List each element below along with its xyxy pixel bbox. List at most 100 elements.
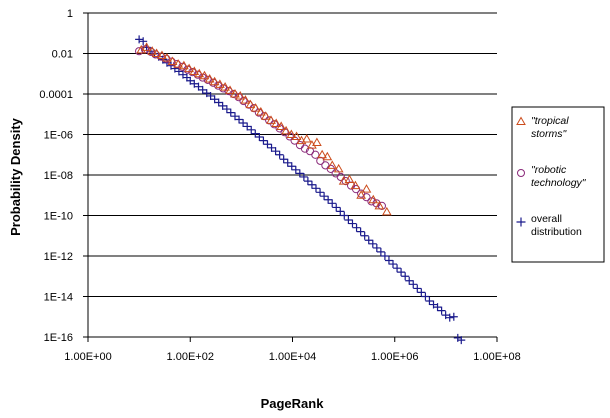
- data-point-triangle: [344, 174, 355, 183]
- data-point-plus: [247, 125, 256, 134]
- legend-marker-plus: [516, 217, 526, 227]
- data-point-triangle: [301, 133, 312, 143]
- data-point-triangle: [235, 90, 246, 100]
- data-point-triangle: [184, 63, 194, 73]
- y-tick-label: 0.01: [52, 49, 73, 61]
- y-tick-label: 1E-10: [44, 211, 73, 223]
- data-point-triangle: [291, 131, 302, 140]
- data-point-triangle: [260, 111, 271, 120]
- data-point-triangle: [281, 125, 291, 135]
- data-point-triangle: [204, 73, 215, 83]
- x-tick-labels: 1.00E+00 1.00E+02 1.00E+04 1.00E+06 1.00E+08: [64, 351, 520, 363]
- x-tick-label: 1.00E+04: [269, 351, 316, 363]
- data-point-triangle: [374, 200, 385, 210]
- x-tick-label: 1.00E+02: [167, 351, 214, 363]
- legend-label-line2: storms": [531, 128, 568, 140]
- data-point-plus: [393, 264, 402, 273]
- data-point-plus: [307, 180, 316, 189]
- data-point-triangle: [173, 59, 184, 68]
- data-point-circle: [311, 150, 320, 159]
- data-point-plus: [271, 147, 280, 156]
- series-triangle: [136, 42, 392, 216]
- data-point-plus: [299, 172, 308, 181]
- data-point-triangle: [157, 50, 167, 59]
- legend-label-line1: "robotic: [531, 164, 567, 176]
- legend-label-line2: distribution: [531, 226, 582, 238]
- data-point-plus: [263, 140, 272, 149]
- legend: "tropical storms" "robotic technology" o…: [511, 106, 605, 263]
- data-point-plus: [449, 312, 458, 321]
- data-point-triangle: [322, 151, 333, 161]
- data-point-triangle: [266, 115, 276, 124]
- data-point-plus: [368, 239, 377, 248]
- data-point-plus: [267, 143, 276, 152]
- data-point-triangle: [220, 82, 230, 91]
- data-point-plus: [206, 91, 215, 100]
- series-plus: [135, 35, 466, 345]
- data-point-triangle: [356, 190, 366, 199]
- data-point-plus: [320, 192, 329, 201]
- data-point-plus: [441, 311, 450, 320]
- data-point-plus: [194, 82, 203, 91]
- data-point-plus: [340, 211, 349, 220]
- data-point-plus: [311, 184, 320, 193]
- data-point-triangle: [240, 95, 251, 104]
- data-point-plus: [295, 169, 304, 178]
- data-point-circle: [188, 68, 197, 77]
- legend-label-line2: technology": [531, 177, 587, 189]
- data-point-plus: [324, 195, 333, 204]
- legend-marker-triangle: [516, 116, 526, 125]
- legend-item-tropical-storms: "tropical storms": [516, 115, 569, 140]
- data-point-triangle: [250, 103, 261, 112]
- legend-item-overall-distribution: overall distribution: [516, 213, 582, 238]
- data-point-circle: [341, 176, 350, 186]
- y-axis-title: Probability Density: [8, 117, 23, 236]
- x-tick-label: 1.00E+00: [64, 351, 111, 363]
- data-point-triangle: [333, 163, 344, 173]
- data-point-plus: [417, 288, 426, 297]
- data-point-plus: [190, 79, 199, 88]
- data-point-plus: [348, 219, 357, 228]
- x-tick-label: 1.00E+06: [371, 351, 418, 363]
- y-tick-labels: 1 0.01 0.0001 1E-06 1E-08 1E-10 1E-12 1E-14 1E-1…: [39, 8, 73, 344]
- data-points: [135, 35, 466, 345]
- data-point-triangle: [194, 68, 205, 78]
- data-point-plus: [243, 122, 252, 131]
- data-point-plus: [433, 303, 442, 312]
- legend-item-robotic-technology: "robotic technology": [517, 164, 587, 189]
- legend-label-line1: "tropical: [531, 115, 569, 127]
- data-point-plus: [397, 268, 406, 277]
- gridlines: [88, 12, 497, 338]
- data-point-plus: [279, 155, 288, 164]
- data-point-plus: [364, 236, 373, 245]
- data-point-triangle: [327, 160, 338, 169]
- data-point-plus: [239, 118, 248, 127]
- data-point-triangle: [189, 66, 200, 75]
- legend-marker-circle: [517, 169, 525, 177]
- data-point-triangle: [215, 79, 225, 88]
- data-point-circle: [321, 161, 330, 170]
- data-point-plus: [303, 177, 312, 186]
- data-point-plus: [226, 108, 235, 117]
- data-point-plus: [222, 105, 231, 114]
- data-point-triangle: [151, 48, 162, 57]
- data-point-plus: [401, 272, 410, 281]
- data-point-plus: [283, 158, 292, 167]
- data-point-plus: [425, 296, 434, 305]
- data-point-plus: [356, 227, 365, 236]
- data-point-circle: [213, 81, 223, 90]
- legend-box: [511, 106, 605, 263]
- data-point-triangle: [361, 184, 372, 193]
- y-tick-label: 1E-06: [44, 130, 73, 142]
- data-point-triangle: [167, 56, 178, 66]
- data-point-plus: [255, 133, 264, 142]
- data-point-triangle: [338, 176, 349, 185]
- data-point-plus: [413, 284, 422, 293]
- data-point-circle: [367, 197, 376, 206]
- y-tick-label: 1E-12: [44, 251, 73, 263]
- data-point-triangle: [350, 180, 361, 190]
- data-point-plus: [218, 101, 227, 110]
- data-point-triangle: [271, 118, 282, 127]
- data-point-circle: [183, 65, 192, 74]
